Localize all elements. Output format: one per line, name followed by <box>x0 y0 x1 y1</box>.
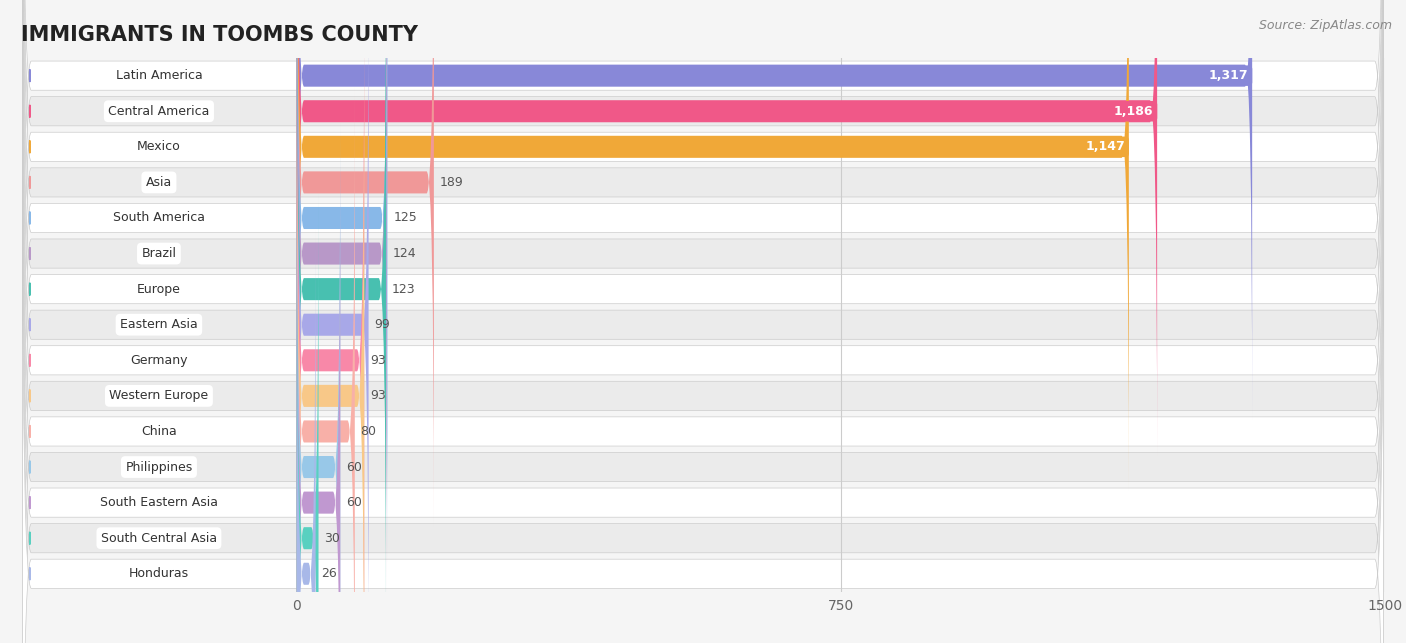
Text: 189: 189 <box>440 176 464 189</box>
Text: Western Europe: Western Europe <box>110 390 208 403</box>
Text: Mexico: Mexico <box>136 140 181 153</box>
Text: South Eastern Asia: South Eastern Asia <box>100 496 218 509</box>
FancyBboxPatch shape <box>22 161 1384 643</box>
FancyBboxPatch shape <box>22 0 1384 488</box>
FancyBboxPatch shape <box>297 0 1157 456</box>
Text: Latin America: Latin America <box>115 69 202 82</box>
Text: Europe: Europe <box>136 283 181 296</box>
FancyBboxPatch shape <box>297 0 387 599</box>
Text: 124: 124 <box>392 247 416 260</box>
FancyBboxPatch shape <box>22 0 1384 643</box>
FancyBboxPatch shape <box>297 0 388 563</box>
Text: South Central Asia: South Central Asia <box>101 532 217 545</box>
Text: 125: 125 <box>394 212 418 224</box>
FancyBboxPatch shape <box>22 19 1384 643</box>
Text: Honduras: Honduras <box>129 567 188 580</box>
FancyBboxPatch shape <box>297 122 340 643</box>
FancyBboxPatch shape <box>297 0 434 527</box>
FancyBboxPatch shape <box>297 0 1129 492</box>
FancyBboxPatch shape <box>22 90 1384 643</box>
Text: Central America: Central America <box>108 105 209 118</box>
Text: 80: 80 <box>360 425 377 438</box>
Text: 60: 60 <box>346 460 361 473</box>
Text: Asia: Asia <box>146 176 172 189</box>
FancyBboxPatch shape <box>297 0 387 634</box>
FancyBboxPatch shape <box>22 126 1384 643</box>
FancyBboxPatch shape <box>22 0 1384 595</box>
Text: 60: 60 <box>346 496 361 509</box>
Text: 1,317: 1,317 <box>1209 69 1249 82</box>
Text: IMMIGRANTS IN TOOMBS COUNTY: IMMIGRANTS IN TOOMBS COUNTY <box>21 25 418 45</box>
Text: 93: 93 <box>370 354 385 367</box>
FancyBboxPatch shape <box>22 0 1384 643</box>
FancyBboxPatch shape <box>297 51 364 643</box>
Text: Philippines: Philippines <box>125 460 193 473</box>
FancyBboxPatch shape <box>297 194 319 643</box>
FancyBboxPatch shape <box>22 0 1384 643</box>
Text: 99: 99 <box>374 318 389 331</box>
Text: 30: 30 <box>325 532 340 545</box>
Text: 93: 93 <box>370 390 385 403</box>
FancyBboxPatch shape <box>22 55 1384 643</box>
FancyBboxPatch shape <box>22 0 1384 643</box>
Text: 1,147: 1,147 <box>1085 140 1125 153</box>
FancyBboxPatch shape <box>22 0 1384 643</box>
Text: Source: ZipAtlas.com: Source: ZipAtlas.com <box>1258 19 1392 32</box>
Text: 26: 26 <box>322 567 337 580</box>
FancyBboxPatch shape <box>297 0 368 643</box>
FancyBboxPatch shape <box>22 0 1384 630</box>
Text: Germany: Germany <box>131 354 187 367</box>
Text: Brazil: Brazil <box>142 247 176 260</box>
Text: 1,186: 1,186 <box>1114 105 1153 118</box>
FancyBboxPatch shape <box>297 158 340 643</box>
Text: 123: 123 <box>392 283 415 296</box>
FancyBboxPatch shape <box>22 0 1384 523</box>
FancyBboxPatch shape <box>297 0 1253 421</box>
FancyBboxPatch shape <box>297 15 364 643</box>
FancyBboxPatch shape <box>22 0 1384 559</box>
Text: Eastern Asia: Eastern Asia <box>120 318 198 331</box>
Text: South America: South America <box>112 212 205 224</box>
Text: China: China <box>141 425 177 438</box>
FancyBboxPatch shape <box>297 229 315 643</box>
FancyBboxPatch shape <box>297 87 354 643</box>
